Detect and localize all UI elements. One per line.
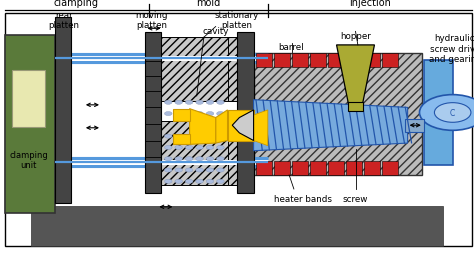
Bar xyxy=(55,18,71,203)
Bar xyxy=(237,33,254,193)
Bar xyxy=(145,33,161,193)
Circle shape xyxy=(164,146,172,150)
Text: injection: injection xyxy=(349,0,391,8)
Circle shape xyxy=(185,135,193,139)
Circle shape xyxy=(185,146,193,150)
Bar xyxy=(161,122,239,185)
Circle shape xyxy=(206,168,214,172)
Text: hydraulic
screw drive
and gearing: hydraulic screw drive and gearing xyxy=(428,34,474,64)
Bar xyxy=(382,53,398,67)
Circle shape xyxy=(175,112,182,116)
Bar xyxy=(55,109,256,206)
Circle shape xyxy=(185,168,193,172)
Bar xyxy=(348,103,363,112)
Circle shape xyxy=(164,168,172,172)
Circle shape xyxy=(164,135,172,139)
Circle shape xyxy=(196,101,203,105)
Circle shape xyxy=(175,146,182,150)
Bar xyxy=(328,53,344,67)
Bar xyxy=(405,119,424,132)
Bar xyxy=(364,161,380,175)
Bar xyxy=(254,53,422,175)
Text: mold: mold xyxy=(196,0,221,8)
Polygon shape xyxy=(173,135,190,145)
Text: heater bands: heater bands xyxy=(274,194,332,203)
Circle shape xyxy=(196,135,203,139)
Circle shape xyxy=(196,168,203,172)
Circle shape xyxy=(196,157,203,161)
Polygon shape xyxy=(232,110,254,141)
Text: stationary
platten: stationary platten xyxy=(215,11,259,30)
Circle shape xyxy=(175,135,182,139)
Circle shape xyxy=(217,112,224,116)
Bar xyxy=(382,161,398,175)
Circle shape xyxy=(164,180,172,184)
Circle shape xyxy=(164,112,172,116)
Circle shape xyxy=(206,135,214,139)
Polygon shape xyxy=(228,110,254,141)
Bar xyxy=(256,53,272,67)
Text: hopper: hopper xyxy=(340,32,371,41)
Circle shape xyxy=(185,112,193,116)
Polygon shape xyxy=(254,100,408,151)
Circle shape xyxy=(434,103,471,123)
Circle shape xyxy=(419,95,474,131)
Bar xyxy=(31,206,443,246)
Bar xyxy=(228,38,254,102)
Bar xyxy=(12,71,45,127)
Bar xyxy=(5,36,55,213)
Circle shape xyxy=(217,157,224,161)
Bar xyxy=(310,161,326,175)
Circle shape xyxy=(206,146,214,150)
Circle shape xyxy=(185,101,193,105)
Circle shape xyxy=(217,135,224,139)
Text: screw: screw xyxy=(343,194,368,203)
Bar xyxy=(274,53,290,67)
Circle shape xyxy=(217,180,224,184)
Text: rear
platten: rear platten xyxy=(48,11,80,30)
Text: clamping: clamping xyxy=(54,0,98,8)
Polygon shape xyxy=(173,109,190,122)
Circle shape xyxy=(206,180,214,184)
Polygon shape xyxy=(190,109,216,145)
Circle shape xyxy=(196,180,203,184)
Polygon shape xyxy=(216,110,228,144)
Bar xyxy=(364,53,380,67)
Circle shape xyxy=(175,157,182,161)
Circle shape xyxy=(196,146,203,150)
Text: cavity: cavity xyxy=(202,27,229,36)
Text: clamping
unit: clamping unit xyxy=(9,150,48,170)
Bar xyxy=(292,53,308,67)
Circle shape xyxy=(217,146,224,150)
Circle shape xyxy=(206,157,214,161)
Circle shape xyxy=(217,168,224,172)
Circle shape xyxy=(175,168,182,172)
Text: C: C xyxy=(450,108,456,118)
Bar xyxy=(328,161,344,175)
Polygon shape xyxy=(254,110,268,146)
Text: moving
platten: moving platten xyxy=(136,11,168,30)
Circle shape xyxy=(185,180,193,184)
Bar xyxy=(292,161,308,175)
Circle shape xyxy=(217,101,224,105)
Bar xyxy=(346,161,362,175)
Bar xyxy=(310,53,326,67)
Bar xyxy=(274,161,290,175)
Circle shape xyxy=(175,101,182,105)
Bar xyxy=(228,122,254,185)
Circle shape xyxy=(185,157,193,161)
Polygon shape xyxy=(337,46,374,104)
Circle shape xyxy=(196,112,203,116)
Circle shape xyxy=(164,101,172,105)
Circle shape xyxy=(175,180,182,184)
Circle shape xyxy=(206,101,214,105)
Bar xyxy=(161,38,239,102)
Bar xyxy=(346,53,362,67)
Circle shape xyxy=(164,157,172,161)
Text: barrel: barrel xyxy=(279,43,304,52)
Bar xyxy=(424,61,453,165)
Circle shape xyxy=(206,112,214,116)
Bar xyxy=(256,161,272,175)
